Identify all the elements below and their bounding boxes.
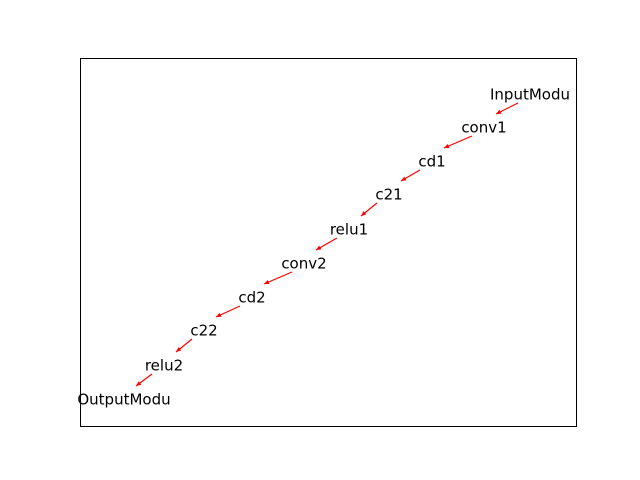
node-label-cd2: cd2 — [238, 289, 265, 307]
node-label-conv2: conv2 — [281, 255, 326, 273]
arrowhead-icon — [444, 144, 450, 149]
arrowhead-icon — [136, 381, 142, 386]
arrowhead-icon — [176, 347, 182, 352]
arrowhead-icon — [401, 176, 407, 181]
arrowhead-icon — [361, 211, 367, 216]
arrowhead-icon — [496, 109, 502, 114]
node-label-c21: c21 — [375, 186, 402, 204]
node-label-InputModu: InputModu — [490, 86, 570, 104]
arrowhead-icon — [316, 245, 322, 250]
node-label-c22: c22 — [190, 322, 217, 340]
node-label-OutputModu: OutputModu — [77, 391, 170, 409]
node-label-conv1: conv1 — [461, 119, 506, 137]
node-label-relu1: relu1 — [330, 221, 368, 239]
edge-conv1-to-cd1 — [443, 135, 473, 149]
node-label-relu2: relu2 — [145, 357, 183, 375]
arrowhead-icon — [216, 312, 222, 317]
arrowhead-icon — [264, 280, 270, 285]
edge-conv2-to-cd2 — [263, 271, 293, 285]
node-label-cd1: cd1 — [418, 153, 445, 171]
edge-layer — [135, 102, 519, 387]
